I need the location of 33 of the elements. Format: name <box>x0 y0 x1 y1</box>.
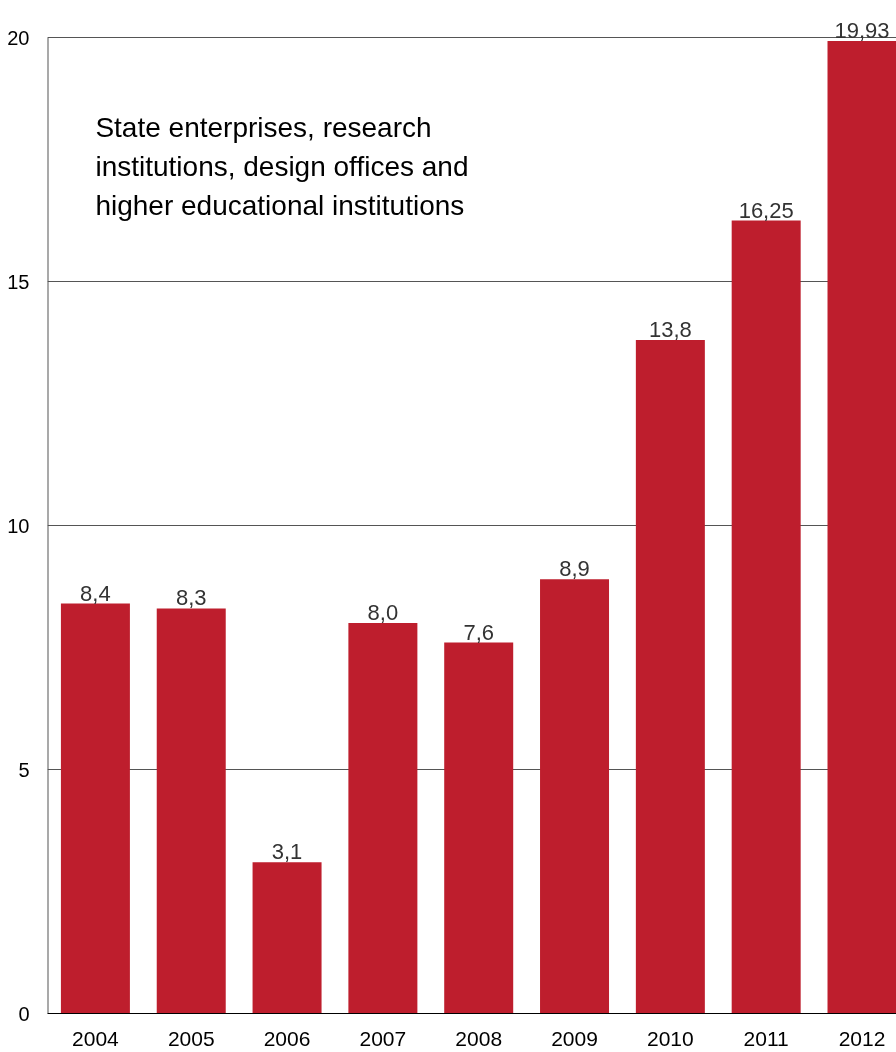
data-label: 8,9 <box>559 556 590 582</box>
bar <box>444 642 514 1014</box>
x-tick-label: 2006 <box>263 1026 311 1050</box>
x-tick-label: 2004 <box>72 1026 120 1050</box>
x-tick-label: 2010 <box>647 1026 694 1050</box>
bar <box>731 220 801 1014</box>
x-tick-label: 2012 <box>838 1026 886 1050</box>
x-tick-label: 2008 <box>455 1026 503 1050</box>
x-tick-label: 2005 <box>167 1026 215 1050</box>
bar <box>60 603 130 1014</box>
x-tick-label: 2011 <box>743 1026 789 1050</box>
x-tick-label: 2007 <box>359 1026 407 1050</box>
bar <box>635 340 705 1014</box>
data-label: 3,1 <box>271 839 303 865</box>
x-tick-label: 2009 <box>551 1026 598 1050</box>
bar <box>156 608 226 1014</box>
data-label: 13,8 <box>648 317 692 343</box>
y-tick-label: 20 <box>7 26 30 49</box>
data-label: 8,4 <box>80 580 111 606</box>
y-tick-label: 5 <box>18 758 30 781</box>
bar <box>252 862 322 1014</box>
bar <box>540 579 610 1014</box>
text: State enterprises, research institutions, design offices and higher educational institutions <box>95 111 469 222</box>
data-label: 16,25 <box>738 197 794 223</box>
data-label: 7,6 <box>463 619 495 645</box>
y-tick-label: 10 <box>7 514 30 537</box>
bar <box>348 623 418 1014</box>
data-label: 19,93 <box>834 17 890 43</box>
y-tick-label: 0 <box>18 1002 30 1025</box>
y-tick-label: 15 <box>7 270 30 293</box>
data-label: 8,0 <box>367 600 399 626</box>
data-label: 8,3 <box>175 585 207 611</box>
bar <box>827 40 896 1014</box>
